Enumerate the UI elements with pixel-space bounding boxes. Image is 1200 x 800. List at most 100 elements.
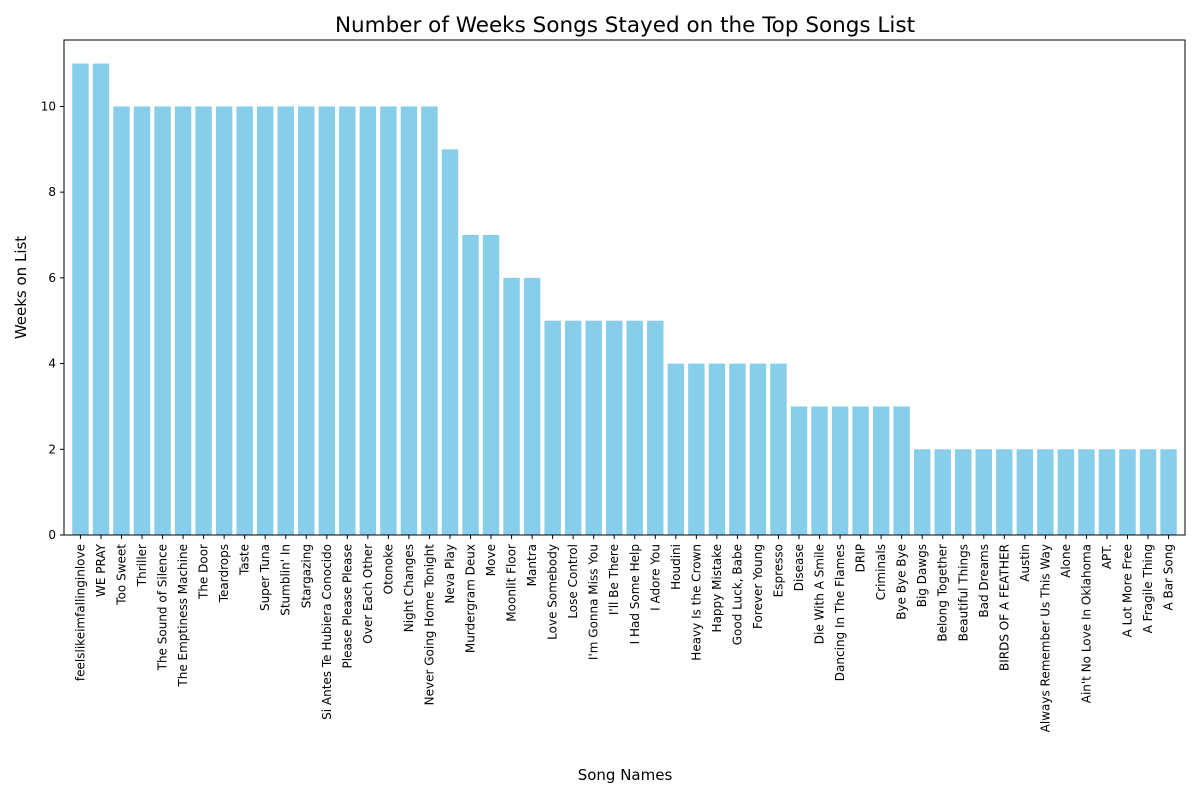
- x-tick-label: Love Somebody: [546, 544, 560, 640]
- x-tick-label: Houdini: [669, 544, 683, 590]
- bar: [606, 320, 623, 535]
- x-tick-label: Bad Dreams: [977, 544, 991, 618]
- bars-group: [72, 63, 1177, 536]
- bar: [1160, 449, 1177, 535]
- x-tick-label: Dancing In The Flames: [833, 544, 847, 681]
- y-tick-label: 4: [48, 357, 56, 371]
- bar: [113, 106, 130, 536]
- x-tick-label: Move: [484, 544, 498, 576]
- x-tick-label: Forever Young: [751, 544, 765, 629]
- bar: [1078, 449, 1095, 535]
- bar: [955, 449, 972, 535]
- x-tick-label: Thriller: [135, 544, 149, 587]
- x-tick-label: Big Dawgs: [915, 544, 929, 607]
- bar: [1139, 449, 1157, 535]
- x-tick-label: A Fragile Thing: [1141, 544, 1155, 633]
- x-tick-label: The Sound of Silence: [156, 544, 170, 671]
- bar: [298, 106, 315, 536]
- x-tick-label: I Had Some Help: [628, 544, 642, 644]
- y-tick-label: 0: [48, 528, 56, 542]
- x-tick-label: Taste: [238, 544, 252, 576]
- bar: [215, 106, 233, 536]
- bar: [154, 106, 171, 536]
- x-tick-label: Bye Bye Bye: [895, 544, 909, 620]
- bar: [729, 363, 746, 535]
- x-tick-label: Night Changes: [402, 544, 416, 632]
- bar: [770, 363, 787, 535]
- plot-frame: [63, 39, 1186, 536]
- bar: [688, 363, 705, 535]
- x-tick-label: Ain't No Love In Oklahoma: [1079, 544, 1093, 703]
- bar: [913, 449, 931, 535]
- x-tick-label: Super Tuna: [258, 544, 272, 611]
- y-tick-label: 8: [48, 185, 56, 199]
- x-tick-label: Over Each Other: [361, 544, 375, 644]
- bar: [626, 320, 643, 535]
- bar: [872, 406, 890, 535]
- bar: [975, 449, 992, 535]
- x-tick-label: I'm Gonna Miss You: [587, 544, 601, 660]
- x-tick-label: The Door: [197, 544, 211, 600]
- y-tick-label: 6: [48, 271, 56, 285]
- y-tick-label: 10: [41, 99, 56, 113]
- x-tick-label: BIRDS OF A FEATHER: [997, 544, 1011, 671]
- bar: [585, 320, 602, 535]
- bar: [852, 406, 869, 535]
- bar: [400, 106, 418, 536]
- bar: [195, 106, 212, 536]
- x-axis-label: Song Names: [578, 766, 673, 784]
- x-tick-label: Disease: [792, 544, 806, 591]
- bar: [92, 63, 110, 535]
- x-tick-label: I Adore You: [648, 544, 662, 611]
- bar: [1016, 449, 1034, 535]
- x-tick-label: Si Antes Te Hubiera Conocido: [320, 544, 334, 720]
- x-tick-label: Please Please Please: [340, 544, 354, 668]
- y-axis-ticks: 0 2 4 6 8 10: [41, 99, 64, 542]
- x-tick-label: Beautiful Things: [956, 544, 970, 641]
- x-tick-label: Teardrops: [217, 544, 231, 603]
- x-tick-label: Otonoke: [381, 544, 395, 594]
- x-tick-label: Always Remember Us This Way: [1038, 544, 1052, 732]
- bar: [277, 106, 294, 536]
- x-tick-label: Espresso: [771, 544, 785, 597]
- x-tick-label: Never Going Home Tonight: [422, 544, 436, 706]
- bar: [421, 106, 438, 536]
- x-tick-label: Good Luck, Babe: [730, 544, 744, 645]
- x-tick-label: Moonlit Floor: [505, 544, 519, 622]
- x-tick-label: Austin: [1018, 544, 1032, 582]
- bar: [1119, 449, 1136, 535]
- bar: [462, 235, 479, 535]
- bar: [893, 406, 910, 535]
- bar: [441, 149, 459, 536]
- bar: [934, 449, 951, 535]
- chart-title: Number of Weeks Songs Stayed on the Top …: [335, 13, 915, 38]
- x-tick-label: Belong Together: [936, 544, 950, 642]
- x-tick-label: Criminals: [874, 544, 888, 600]
- x-tick-label: APT.: [1100, 544, 1114, 569]
- bar: [236, 106, 253, 536]
- bar: [749, 363, 767, 535]
- x-tick-label: WE PRAY: [94, 543, 108, 597]
- x-tick-label: Stargazing: [299, 544, 313, 608]
- bar: [318, 106, 336, 536]
- bar: [1037, 449, 1054, 535]
- bar: [1057, 449, 1075, 535]
- bar: [503, 277, 520, 535]
- y-axis-label: Weeks on List: [12, 236, 30, 339]
- bar: [339, 106, 356, 536]
- bar: [544, 320, 561, 535]
- bar: [831, 406, 849, 535]
- x-tick-label: Mantra: [525, 544, 539, 586]
- x-tick-label: Heavy Is the Crown: [689, 544, 703, 661]
- bar: [133, 106, 151, 536]
- bar: [380, 106, 397, 536]
- x-tick-label: DRIP: [854, 544, 868, 572]
- bar: [523, 277, 541, 535]
- bar: [256, 106, 274, 536]
- x-axis-ticks: feelslikeimfallinginlove WE PRAY Too Sweet…: [73, 535, 1176, 732]
- x-tick-label: Die With A Smile: [813, 544, 827, 644]
- bar: [564, 320, 582, 535]
- x-tick-label: Neva Play: [443, 544, 457, 604]
- bar: [996, 449, 1013, 535]
